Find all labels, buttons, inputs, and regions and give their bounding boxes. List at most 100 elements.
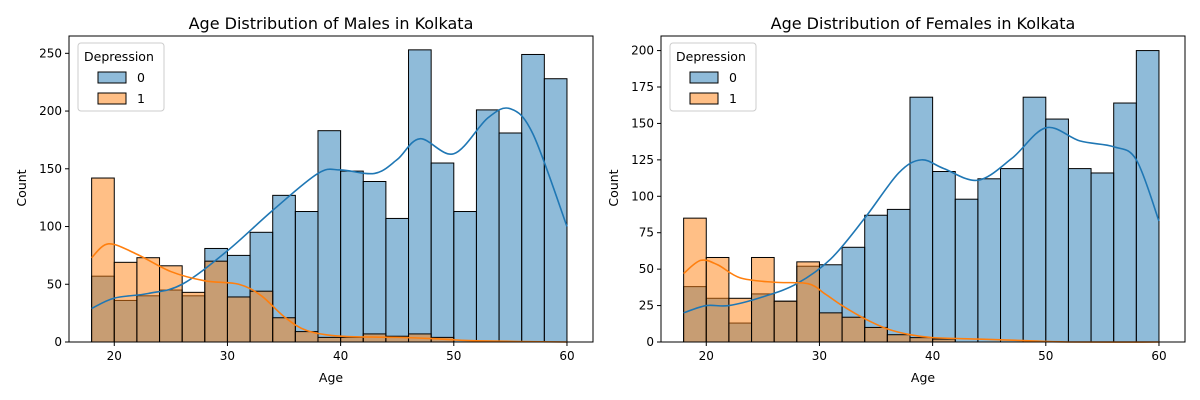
legend-title: Depression — [676, 49, 746, 64]
x-tick-label: 60 — [559, 349, 574, 363]
plot-area: 20 30 40 50 60 0 25 50 75 100 125 150 175 200 Depressi… — [631, 35, 1186, 363]
legend-swatch-0 — [97, 71, 127, 84]
bar-depression-0 — [1067, 168, 1092, 343]
y-axis-label: Count — [606, 169, 621, 206]
x-tick-label: 20 — [107, 349, 122, 363]
bar-depression-1 — [886, 334, 911, 343]
y-tick-label: 50 — [47, 277, 62, 291]
bar-depression-0 — [521, 53, 545, 343]
bar-depression-0 — [909, 96, 934, 343]
chart-title: Age Distribution of Males in Kolkata — [189, 14, 474, 33]
y-tick-label: 200 — [631, 44, 654, 58]
y-tick-label: 100 — [39, 220, 62, 234]
males-age-histogram: Age Distribution of Males in Kolkata Age… — [14, 14, 594, 385]
bar-depression-0 — [1135, 50, 1160, 343]
y-tick-label: 50 — [639, 262, 654, 276]
bar-depression-1 — [864, 326, 888, 343]
histogram-bars — [683, 50, 1160, 343]
y-tick-label: 0 — [646, 335, 654, 349]
y-tick-label: 175 — [631, 80, 654, 94]
plot-area: 20 30 40 50 60 0 50 100 150 200 250 Depression 0 1 — [39, 35, 594, 363]
bar-depression-1 — [818, 312, 843, 343]
bar-depression-1 — [136, 257, 161, 343]
y-tick-label: 250 — [39, 46, 62, 60]
y-tick-label: 125 — [631, 153, 654, 167]
legend-swatch-1 — [97, 92, 127, 105]
bar-depression-0 — [475, 109, 500, 343]
kde-line-depression-0 — [683, 126, 1160, 314]
x-tick-label: 50 — [1038, 349, 1053, 363]
y-tick-label: 150 — [631, 116, 654, 130]
y-axis-label: Count — [14, 169, 29, 206]
y-tick-label: 0 — [54, 335, 62, 349]
bar-depression-0 — [294, 211, 319, 343]
bar-depression-0 — [954, 198, 979, 343]
legend: Depression 0 1 — [77, 42, 165, 112]
bar-depression-1 — [317, 336, 342, 343]
y-tick-label: 150 — [39, 162, 62, 176]
axes-frame — [68, 35, 594, 343]
bar-depression-0 — [385, 217, 410, 343]
x-tick-label: 40 — [333, 349, 348, 363]
bar-depression-0 — [886, 208, 911, 343]
kde-line-depression-0 — [91, 107, 568, 310]
legend-title: Depression — [84, 49, 154, 64]
histogram-bars — [91, 49, 568, 343]
chart-title: Age Distribution of Females in Kolkata — [771, 14, 1076, 33]
legend-swatch-0 — [689, 71, 719, 84]
bar-depression-0 — [932, 171, 956, 343]
bar-depression-0 — [340, 170, 364, 343]
bar-depression-1 — [91, 177, 115, 343]
bar-depression-1 — [159, 265, 183, 343]
bar-depression-1 — [683, 217, 707, 343]
y-tick-label: 200 — [39, 104, 62, 118]
bar-depression-1 — [113, 261, 138, 343]
x-tick-label: 30 — [812, 349, 827, 363]
bar-depression-0 — [1000, 168, 1024, 343]
x-axis-label: Age — [319, 370, 343, 385]
bar-depression-0 — [453, 211, 477, 343]
bar-depression-0 — [1045, 118, 1069, 343]
legend-label-0: 0 — [137, 70, 145, 85]
kde-line-depression-1 — [683, 259, 1159, 343]
kde-line-depression-1 — [91, 243, 567, 343]
legend: Depression 0 1 — [669, 42, 757, 112]
axes-frame — [660, 35, 1186, 343]
bar-depression-0 — [317, 130, 342, 343]
legend-label-1: 1 — [729, 91, 737, 106]
bar-depression-1 — [340, 336, 364, 343]
bar-depression-1 — [841, 316, 866, 343]
y-tick-label: 75 — [639, 226, 654, 240]
bar-depression-0 — [1090, 172, 1115, 343]
x-tick-label: 20 — [699, 349, 714, 363]
bar-depression-1 — [181, 291, 206, 343]
x-axis-label: Age — [911, 370, 935, 385]
bar-depression-0 — [430, 162, 455, 343]
bar-depression-0 — [864, 214, 888, 343]
bar-depression-0 — [977, 178, 1002, 343]
bar-depression-0 — [498, 132, 523, 343]
y-tick-label: 25 — [639, 299, 654, 313]
bar-depression-0 — [543, 78, 568, 343]
bar-depression-1 — [909, 337, 934, 343]
bar-depression-1 — [272, 317, 296, 343]
bar-depression-1 — [226, 296, 251, 343]
bar-depression-0 — [1113, 102, 1137, 343]
x-tick-label: 60 — [1151, 349, 1166, 363]
bar-depression-1 — [796, 261, 820, 343]
y-tick-label: 100 — [631, 189, 654, 203]
bar-depression-0 — [408, 49, 432, 343]
bar-depression-1 — [773, 300, 798, 343]
females-age-histogram: Age Distribution of Females in Kolkata A… — [606, 14, 1186, 385]
legend-swatch-1 — [689, 92, 719, 105]
bar-depression-0 — [1022, 96, 1047, 343]
bar-depression-1 — [204, 260, 228, 343]
x-tick-label: 40 — [925, 349, 940, 363]
bar-depression-0 — [362, 180, 387, 343]
legend-label-1: 1 — [137, 91, 145, 106]
bar-depression-1 — [249, 290, 274, 343]
x-tick-label: 50 — [446, 349, 461, 363]
x-tick-label: 30 — [220, 349, 235, 363]
legend-label-0: 0 — [729, 70, 737, 85]
